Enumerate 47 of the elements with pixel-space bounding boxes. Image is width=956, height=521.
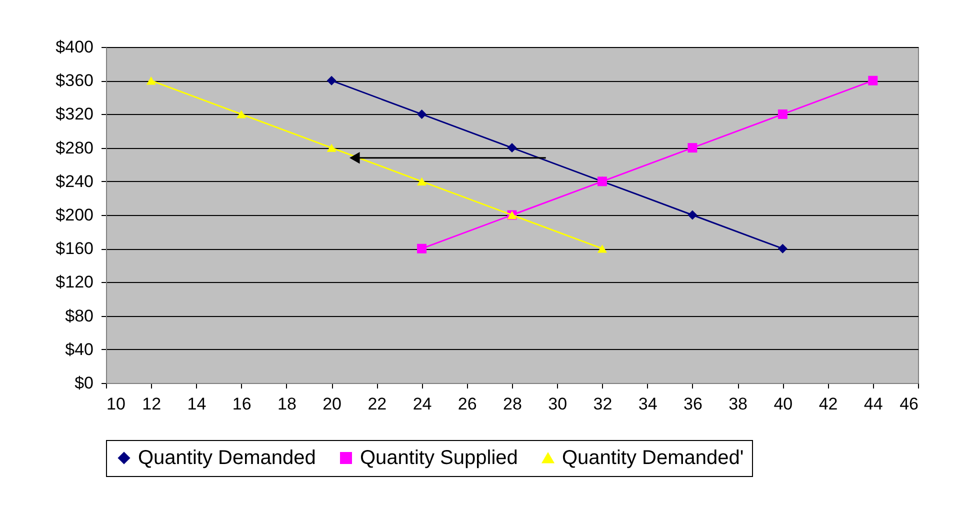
y-tick-label: $280 (56, 138, 94, 158)
x-tick-label: 32 (593, 394, 612, 414)
y-tick-label: $240 (56, 172, 94, 191)
legend-label: Quantity Demanded (138, 447, 316, 469)
point (326, 76, 336, 86)
x-tick-label: 10 (106, 394, 126, 414)
x-tick-label: 42 (818, 394, 838, 414)
y-tick-label: $320 (56, 104, 94, 124)
y-tick-label: $120 (56, 272, 94, 292)
point (236, 110, 246, 118)
x-tick-label: 30 (548, 394, 568, 414)
x-tick-label: 44 (864, 394, 883, 414)
y-tick-label: $0 (74, 374, 94, 392)
y-tick-label: $200 (56, 206, 94, 224)
point (778, 244, 788, 254)
y-tick-label: $80 (65, 306, 94, 326)
x-tick-label: 22 (368, 394, 387, 414)
point (417, 244, 427, 254)
x-tick-label: 46 (900, 394, 918, 414)
x-tick-label: 14 (187, 394, 206, 414)
y-tick-label: $360 (56, 71, 94, 90)
x-tick-label: 18 (277, 394, 296, 414)
point (326, 144, 336, 152)
x-tick-label: 20 (322, 394, 342, 414)
x-tick-label: 36 (683, 394, 702, 414)
point (688, 210, 698, 220)
x-tick-label: 12 (142, 394, 162, 414)
point (597, 244, 607, 253)
y-tick-label: $400 (56, 38, 94, 56)
y-tick-label: $40 (65, 340, 94, 359)
point (507, 143, 517, 153)
point (688, 143, 698, 153)
legend-label: Quantity Demanded' (562, 447, 744, 469)
point (778, 109, 788, 119)
point (417, 109, 427, 119)
x-tick-label: 24 (412, 394, 432, 414)
x-tick-label: 28 (503, 394, 522, 414)
point (417, 177, 427, 186)
x-tick-label: 34 (638, 394, 658, 414)
legend-label: Quantity Supplied (360, 447, 518, 469)
x-tick-label: 38 (728, 394, 748, 414)
x-tick-label: 16 (232, 394, 252, 414)
point (146, 76, 156, 85)
x-tick-label: 26 (458, 394, 477, 414)
point (868, 76, 878, 86)
x-tick-label: 40 (774, 394, 793, 414)
y-tick-label: $160 (56, 239, 94, 258)
